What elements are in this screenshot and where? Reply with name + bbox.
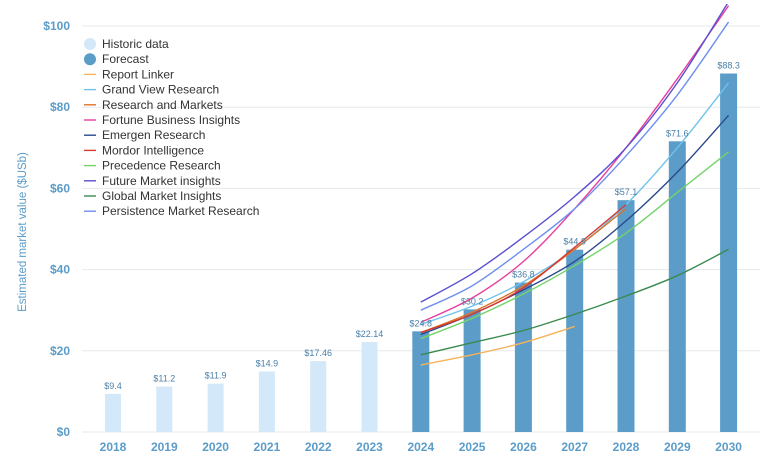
x-tick-label: 2028 bbox=[613, 440, 640, 454]
bar-value-label: $44.9 bbox=[563, 237, 586, 247]
bars bbox=[105, 73, 738, 432]
y-tick-label: $0 bbox=[57, 425, 71, 439]
series-line bbox=[420, 21, 730, 311]
legend-label: Historic data bbox=[102, 37, 169, 51]
legend-label: Precedence Research bbox=[102, 159, 221, 173]
y-tick-label: $20 bbox=[50, 344, 70, 358]
legend-label: Persistence Market Research bbox=[102, 204, 259, 218]
y-tick-label: $60 bbox=[50, 181, 70, 195]
x-tick-label: 2021 bbox=[254, 440, 281, 454]
x-tick-label: 2024 bbox=[407, 440, 434, 454]
forecast-bar bbox=[463, 309, 481, 432]
bar-value-label: $22.14 bbox=[356, 329, 384, 339]
legend-label: Global Market Insights bbox=[102, 189, 221, 203]
historic-bar bbox=[207, 383, 224, 432]
x-tick-label: 2027 bbox=[561, 440, 588, 454]
series-line bbox=[420, 204, 627, 334]
historic-bar bbox=[310, 361, 327, 432]
forecast-bar bbox=[412, 331, 430, 432]
x-tick-label: 2022 bbox=[305, 440, 332, 454]
legend-label: Report Linker bbox=[102, 67, 174, 81]
legend-marker-circle bbox=[84, 38, 96, 50]
x-tick-label: 2030 bbox=[715, 440, 742, 454]
x-tick-label: 2018 bbox=[100, 440, 127, 454]
forecast-bar bbox=[617, 200, 635, 432]
legend-label: Fortune Business Insights bbox=[102, 113, 240, 127]
y-axis-label: Estimated market value ($USb) bbox=[17, 152, 29, 312]
historic-bar bbox=[156, 386, 173, 432]
x-tick-label: 2020 bbox=[202, 440, 229, 454]
historic-bar bbox=[258, 371, 275, 432]
bar-value-label: $17.46 bbox=[304, 348, 332, 358]
x-tick-label: 2023 bbox=[356, 440, 383, 454]
legend-label: Future Market insights bbox=[102, 174, 221, 188]
series-line bbox=[420, 208, 627, 334]
x-axis-tick-labels: 2018 2019 2020 2021 2022 2023 2024 2025 2026 2027… bbox=[100, 440, 743, 454]
x-tick-label: 2019 bbox=[151, 440, 178, 454]
series-line bbox=[420, 151, 730, 340]
historic-bar bbox=[105, 393, 121, 432]
legend-marker-circle bbox=[84, 53, 96, 66]
y-axis-tick-labels: $0 $20 $40 $60 $80 $100 bbox=[43, 19, 70, 439]
bar-value-label: $71.6 bbox=[666, 128, 689, 138]
bar-value-label: $9.4 bbox=[104, 381, 122, 391]
legend-label: Forecast bbox=[102, 52, 149, 66]
series-line bbox=[420, 4, 728, 303]
y-tick-label: $40 bbox=[50, 263, 70, 277]
bar-value-label: $11.2 bbox=[153, 374, 175, 384]
bar-value-labels: $9.4 $11.2 $11.9 $14.9 $17.46 $22.14 $24.8 $30.… bbox=[104, 61, 740, 391]
forecast-bar bbox=[668, 141, 686, 432]
x-tick-label: 2029 bbox=[664, 440, 691, 454]
series-line bbox=[420, 5, 730, 324]
x-tick-label: 2025 bbox=[459, 440, 486, 454]
legend-label: Grand View Research bbox=[102, 83, 219, 97]
y-tick-label: $80 bbox=[50, 100, 70, 114]
forecast-lines bbox=[420, 4, 730, 366]
bar-value-label: $11.9 bbox=[205, 371, 227, 381]
bar-value-label: $14.9 bbox=[256, 359, 279, 369]
forecast-bar bbox=[514, 282, 532, 432]
forecast-bar bbox=[720, 73, 738, 432]
bar-value-label: $88.3 bbox=[717, 61, 740, 71]
forecast-bar bbox=[566, 249, 584, 432]
bar-value-label: $57.1 bbox=[615, 187, 638, 197]
series-line bbox=[420, 325, 575, 366]
legend-label: Research and Markets bbox=[102, 98, 223, 112]
series-line bbox=[420, 248, 729, 356]
legend-label: Emergen Research bbox=[102, 128, 205, 142]
grid-lines bbox=[82, 25, 760, 433]
bar-value-label: $30.2 bbox=[461, 296, 484, 306]
historic-bar bbox=[361, 342, 378, 432]
bar-value-label: $24.8 bbox=[410, 318, 433, 328]
x-tick-label: 2026 bbox=[510, 440, 537, 454]
legend-label: Mordor Intelligence bbox=[102, 143, 204, 157]
y-tick-label: $100 bbox=[43, 19, 70, 33]
bar-value-label: $36.8 bbox=[512, 270, 535, 280]
